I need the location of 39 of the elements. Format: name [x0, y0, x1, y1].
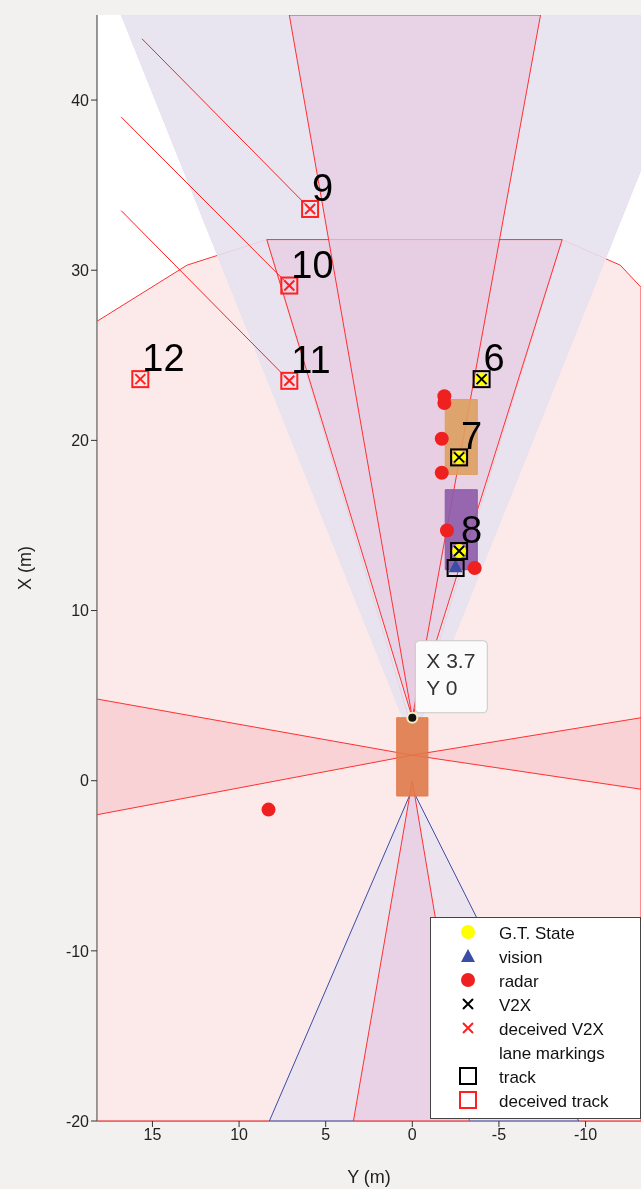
- legend-label: vision: [499, 948, 543, 968]
- annotation: 6: [483, 337, 505, 380]
- x-tick-label: 0: [407, 1126, 417, 1144]
- x-tick-label: 10: [230, 1126, 249, 1144]
- legend-label: track: [499, 1068, 536, 1088]
- y-tick-label: 40: [71, 91, 90, 109]
- point: [448, 559, 463, 573]
- y-tick-label: 0: [80, 772, 90, 790]
- annotation: 7: [461, 415, 483, 458]
- point: [406, 711, 419, 724]
- y-tick-label: 20: [71, 432, 90, 450]
- point: [261, 802, 276, 817]
- x-tick-label: 15: [143, 1126, 162, 1144]
- point: [439, 523, 454, 538]
- legend-label: deceived V2X: [499, 1020, 604, 1040]
- annotation: 11: [291, 338, 331, 381]
- annotation: 9: [312, 166, 334, 209]
- y-tick-label: -20: [65, 1112, 90, 1130]
- text: lane markings: [499, 1044, 605, 1064]
- point: [434, 465, 449, 480]
- y-tick-label: -10: [65, 942, 90, 960]
- x-axis-title: Y (m): [347, 1167, 391, 1187]
- x-tick-label: -5: [491, 1126, 507, 1144]
- legend-label: radar: [499, 972, 539, 992]
- y-tick-label: 10: [71, 602, 90, 620]
- x-tick-label: 5: [321, 1126, 331, 1144]
- point: [467, 561, 482, 575]
- point: [446, 559, 465, 577]
- annotation: X 3.7: [426, 648, 476, 672]
- y-tick-label: 30: [71, 261, 90, 279]
- annotation: 12: [142, 337, 185, 380]
- legend-label: V2X: [499, 996, 532, 1016]
- x-tick-label: -10: [574, 1126, 598, 1144]
- legend-label: G.T. State: [499, 924, 575, 944]
- annotation: Y 0: [426, 675, 458, 699]
- legend-label: deceived track: [499, 1092, 609, 1112]
- y-axis-title: X (m): [15, 546, 36, 590]
- point: [434, 431, 449, 446]
- annotation: 10: [291, 243, 334, 286]
